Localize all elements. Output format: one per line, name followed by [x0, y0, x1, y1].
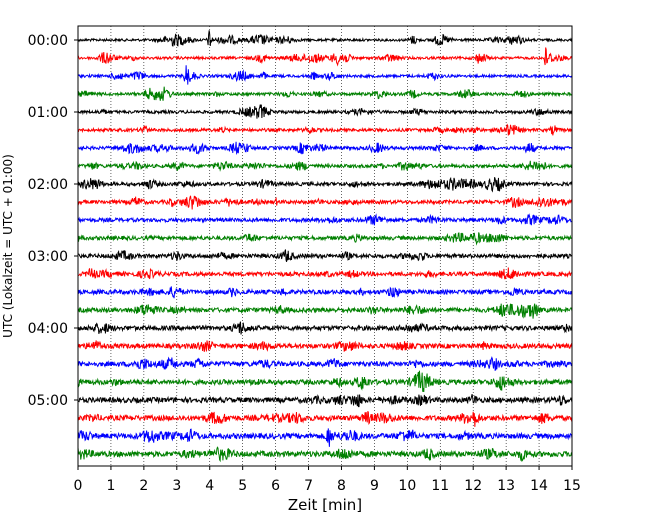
trace-03:15: [77, 267, 573, 280]
trace-01:00: [77, 104, 573, 119]
x-tick-label: 0: [74, 478, 83, 494]
x-axis-title: Zeit [min]: [288, 496, 362, 514]
y-tick-label: 03:00: [28, 249, 68, 265]
y-tick-label: 01:00: [28, 105, 68, 121]
x-tick-label: 8: [337, 478, 346, 494]
plot-frame: [77, 25, 573, 467]
x-tick-label: 6: [271, 478, 280, 494]
x-tick-label: 1: [106, 478, 115, 494]
trace-05:15: [77, 411, 573, 427]
trace-00:45: [77, 86, 573, 101]
trace-02:30: [77, 213, 573, 226]
trace-04:15: [77, 340, 573, 352]
trace-01:15: [77, 123, 573, 136]
trace-01:30: [77, 141, 573, 156]
x-tick-label: 15: [563, 478, 581, 494]
x-tick-label: 11: [431, 478, 449, 494]
x-tick-label: 9: [370, 478, 379, 494]
y-tick-label: 00:00: [28, 33, 68, 49]
x-tick-label: 10: [398, 478, 416, 494]
x-tick-label: 2: [139, 478, 148, 494]
trace-05:45: [77, 446, 573, 463]
x-tick-label: 12: [464, 478, 482, 494]
y-tick-label: 02:00: [28, 177, 68, 193]
trace-03:45: [77, 303, 573, 319]
y-axis-ticks: 00:00 01:00 02:00 03:00 04:00 05:00: [28, 33, 78, 409]
trace-02:00: [77, 176, 573, 193]
trace-00:00: [77, 30, 573, 47]
vertical-gridlines: [110, 26, 540, 466]
x-tick-label: 5: [238, 478, 247, 494]
trace-00:15: [77, 47, 573, 67]
x-tick-label: 13: [497, 478, 515, 494]
y-axis-title: UTC (Lokalzeit = UTC + 01:00): [1, 154, 15, 338]
y-tick-label: 04:00: [28, 321, 68, 337]
trace-02:15: [77, 195, 573, 210]
x-tick-label: 7: [304, 478, 313, 494]
trace-04:30: [77, 356, 573, 372]
trace-02:45: [77, 232, 573, 246]
y-tick-label: 05:00: [28, 393, 68, 409]
trace-group: [77, 30, 573, 463]
trace-05:00: [77, 394, 573, 408]
trace-05:30: [77, 428, 573, 447]
trace-01:45: [77, 160, 573, 172]
trace-03:30: [77, 286, 573, 299]
x-tick-label: 3: [172, 478, 181, 494]
trace-03:00: [77, 249, 573, 262]
trace-04:45: [77, 370, 573, 393]
x-tick-label: 4: [205, 478, 214, 494]
x-tick-label: 14: [530, 478, 548, 494]
trace-00:30: [77, 65, 573, 85]
trace-04:00: [77, 321, 573, 335]
x-axis-ticks: 0 1 2 3 4 5 6 7 8 9 10 11 12 13 14 15: [74, 466, 581, 494]
